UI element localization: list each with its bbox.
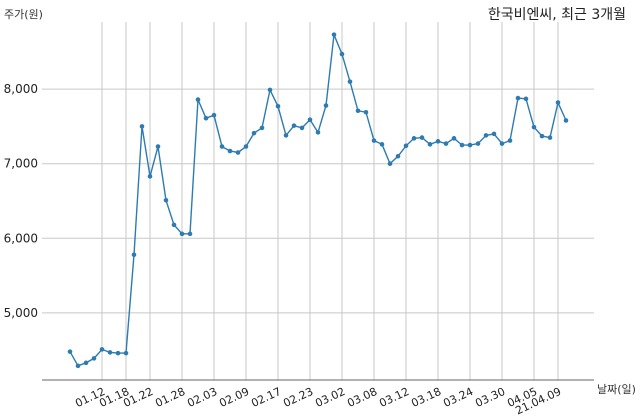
data-point (563, 118, 569, 123)
data-point (307, 117, 313, 123)
data-point (83, 360, 89, 366)
data-point (91, 356, 97, 361)
data-point (347, 79, 353, 84)
data-point (491, 131, 497, 137)
x-tick-label: 02.03 (185, 385, 219, 410)
data-point (163, 197, 169, 203)
data-point (179, 231, 185, 237)
data-point (99, 347, 105, 352)
data-point (299, 125, 305, 131)
x-tick-label: 03.18 (409, 385, 443, 410)
data-point (187, 231, 193, 237)
data-point (323, 103, 329, 108)
data-point (411, 136, 417, 141)
data-point (171, 222, 177, 228)
data-point (387, 161, 393, 167)
x-tick-label: 03.12 (377, 385, 411, 410)
data-point (435, 139, 441, 144)
data-point (259, 125, 265, 131)
data-point (499, 141, 505, 146)
x-tick-label: 02.09 (217, 385, 251, 410)
data-point (75, 363, 81, 369)
data-point (67, 349, 73, 354)
data-point (267, 87, 273, 93)
price-line (69, 34, 567, 367)
data-point (531, 124, 537, 130)
data-point (523, 96, 529, 102)
data-point (515, 95, 521, 101)
x-tick-label: 03.30 (473, 385, 507, 410)
x-tick-label: 03.08 (345, 385, 379, 410)
data-point (451, 136, 457, 141)
data-point (283, 133, 289, 138)
data-point (419, 135, 425, 140)
data-point (219, 144, 225, 149)
x-tick-label: 02.17 (249, 385, 283, 410)
data-point (547, 135, 553, 140)
data-point (211, 112, 217, 118)
data-point (555, 100, 561, 105)
data-point (131, 252, 137, 257)
y-tick-label: 7,000 (4, 157, 38, 171)
y-tick-label: 6,000 (4, 231, 38, 245)
data-point (243, 144, 249, 149)
data-point (403, 143, 409, 149)
data-point (355, 108, 361, 114)
data-point (475, 141, 481, 146)
x-axis-label: 날짜(일) (597, 383, 636, 396)
data-point (195, 97, 201, 102)
y-tick-label: 5,000 (4, 306, 38, 320)
data-point (235, 150, 241, 155)
data-point (115, 350, 121, 356)
data-point (507, 138, 513, 143)
data-point (155, 144, 161, 149)
data-point (539, 133, 545, 139)
data-point (395, 153, 401, 159)
data-point (459, 142, 465, 148)
data-point (123, 350, 129, 356)
x-tick-label: 02.23 (281, 385, 315, 410)
data-point (331, 32, 337, 37)
data-point (275, 103, 281, 109)
data-point (363, 109, 369, 115)
y-axis-label: 주가(원) (4, 8, 43, 21)
data-point (483, 133, 489, 138)
x-tick-label: 01.28 (153, 385, 187, 410)
data-point (371, 138, 377, 143)
data-point (427, 142, 433, 147)
data-point (147, 174, 153, 179)
y-tick-label: 8,000 (4, 82, 38, 96)
chart-title: 한국비엔씨, 최근 3개월 (487, 7, 626, 23)
data-point (339, 51, 345, 57)
data-point (443, 141, 449, 146)
x-tick-label: 03.02 (313, 385, 347, 410)
data-point (379, 142, 385, 147)
data-point (227, 148, 233, 154)
data-point (315, 130, 321, 135)
x-tick-label: 03.24 (441, 385, 475, 410)
x-tick-label: 21.04.09 (513, 385, 563, 417)
data-point (467, 142, 473, 148)
data-point (203, 115, 209, 121)
data-point (139, 124, 145, 129)
data-point (291, 123, 297, 128)
data-point (251, 130, 257, 136)
data-point (107, 350, 113, 355)
